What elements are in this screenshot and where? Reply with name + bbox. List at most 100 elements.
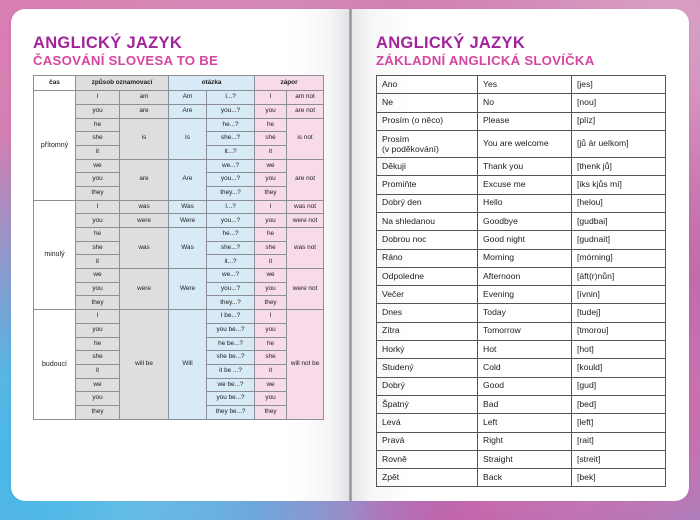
vocabulary-row: Večer Evening [ívnin] (376, 285, 666, 305)
negative-verb: were not (286, 213, 325, 229)
vocabulary-row: Ráno Morning [mórning] (376, 248, 666, 268)
vocabulary-english: Hello (477, 193, 572, 213)
conjugation-row: we were Were we...? we were not (34, 268, 325, 311)
vocabulary-czech: Promiňte (376, 175, 478, 195)
vocabulary-row: Pravá Right [rait] (376, 431, 666, 451)
question-auxiliary: Will (168, 309, 208, 420)
negative-verb: will not be (286, 309, 325, 420)
question-auxiliary: Are (168, 158, 208, 201)
verb-conjugation-table: čas způsob oznamovací otázka zápor příto… (33, 75, 325, 420)
conjugation-row: they they...? they (34, 185, 324, 201)
header-affirmative: způsob oznamovací (74, 75, 170, 92)
conjugation-row: he is Is he...? he is not (34, 117, 325, 160)
question-pronoun: you...? (206, 103, 256, 119)
vocabulary-row: Zítra Tomorrow [tmorou] (376, 321, 666, 342)
vocabulary-english: Cold (477, 358, 572, 378)
open-book: ANGLICKÝ JAZYK ČASOVÁNÍ SLOVESA TO BE ča… (11, 9, 689, 501)
affirmative-pronoun: it (75, 363, 120, 379)
question-pronoun: they...? (206, 295, 256, 311)
vocabulary-english: Straight (477, 449, 572, 470)
right-page: ANGLICKÝ JAZYK ZÁKLADNÍ ANGLICKÁ SLOVÍČK… (350, 9, 689, 501)
vocabulary-row: Levá Left [left] (376, 413, 666, 433)
affirmative-pronoun: it (75, 254, 120, 270)
vocabulary-english: Afternoon (477, 266, 572, 287)
question-pronoun: she...? (206, 131, 256, 146)
tense-label: minulý (33, 199, 76, 311)
negative-pronoun: he (254, 336, 288, 352)
vocabulary-pronunciation: [ívnin] (571, 285, 666, 305)
vocabulary-english: Yes (477, 75, 572, 95)
vocabulary-czech: Prosím (o něco) (376, 111, 478, 132)
negative-pronoun: he (254, 117, 288, 133)
negative-pronoun: it (254, 363, 288, 379)
vocabulary-czech: Prosím (v poděkování) (376, 130, 478, 159)
negative-pronoun: I (254, 199, 288, 215)
affirmative-pronoun: she (75, 131, 120, 146)
vocabulary-czech: Ráno (376, 248, 478, 268)
question-pronoun: we be...? (206, 377, 256, 393)
tense-label: přítomný (33, 90, 76, 201)
vocabulary-pronunciation: [tmorou] (571, 321, 666, 342)
vocabulary-english: You are welcome (477, 130, 572, 159)
vocabulary-pronunciation: [hot] (571, 340, 666, 360)
affirmative-pronoun: you (75, 322, 120, 338)
vocabulary-pronunciation: [gudnait] (571, 230, 666, 250)
negative-pronoun: you (254, 281, 288, 297)
vocabulary-row: Ano Yes [jes] (376, 75, 666, 95)
vocabulary-english: Good night (477, 230, 572, 250)
question-pronoun: she be...? (206, 350, 256, 365)
left-page-title: ANGLICKÝ JAZYK (33, 34, 183, 52)
conjugation-row: it it...? it (34, 144, 324, 160)
negative-pronoun: she (254, 240, 288, 256)
vocabulary-row: Dobrý den Hello [helou] (376, 193, 666, 213)
question-pronoun: it...? (206, 254, 256, 270)
affirmative-pronoun: I (75, 309, 120, 324)
affirmative-verb: am (118, 90, 170, 105)
book-spine (349, 9, 352, 501)
vocabulary-row: Rovně Straight [streit] (376, 449, 666, 470)
conjugation-row: she she...? she (34, 240, 324, 256)
vocabulary-row: Horký Hot [hot] (376, 340, 666, 360)
vocabulary-row: Na shledanou Goodbye [gudbai] (376, 211, 666, 232)
vocabulary-english: Left (477, 413, 572, 433)
vocabulary-pronunciation: [plíz] (571, 111, 666, 132)
vocabulary-czech: Zítra (376, 321, 478, 342)
conjugation-row: they they be...? they (34, 404, 324, 420)
right-page-title: ANGLICKÝ JAZYK (376, 34, 526, 52)
vocabulary-english: Evening (477, 285, 572, 305)
question-auxiliary: Am (168, 90, 208, 105)
vocabulary-english: Please (477, 111, 572, 132)
question-pronoun: he...? (206, 117, 256, 133)
question-pronoun: I be...? (206, 309, 256, 324)
negative-pronoun: she (254, 131, 288, 146)
vocabulary-row: Dobrou noc Good night [gudnait] (376, 230, 666, 250)
vocabulary-czech: Dobrý (376, 376, 478, 396)
vocabulary-body: Ano Yes [jes] Ne No [nou] Prosím (o něco) Pleas… (376, 75, 666, 488)
header-tense: čas (33, 75, 76, 92)
question-pronoun: they be...? (206, 404, 256, 420)
vocabulary-czech: Horký (376, 340, 478, 360)
vocabulary-pronunciation: [mórning] (571, 248, 666, 268)
affirmative-pronoun: we (75, 268, 120, 283)
negative-pronoun: it (254, 144, 288, 160)
vocabulary-pronunciation: [iks kjůs mí] (571, 175, 666, 195)
vocabulary-czech: Špatný (376, 394, 478, 415)
affirmative-pronoun: she (75, 240, 120, 256)
negative-verb: am not (286, 90, 325, 105)
vocabulary-czech: Dnes (376, 303, 478, 323)
table-header-row: čas způsob oznamovací otázka zápor (33, 75, 325, 92)
vocabulary-pronunciation: [streit] (571, 449, 666, 470)
negative-pronoun: she (254, 350, 288, 365)
affirmative-pronoun: he (75, 336, 120, 352)
negative-pronoun: you (254, 322, 288, 338)
vocabulary-czech: Zpět (376, 468, 478, 488)
affirmative-pronoun: I (75, 90, 120, 105)
vocabulary-czech: Dobrou noc (376, 230, 478, 250)
negative-pronoun: you (254, 103, 288, 119)
vocabulary-english: Back (477, 468, 572, 488)
conjugation-row: she she be...? she (34, 350, 324, 365)
vocabulary-pronunciation: [thenk jů] (571, 157, 666, 177)
vocabulary-czech: Ano (376, 75, 478, 95)
